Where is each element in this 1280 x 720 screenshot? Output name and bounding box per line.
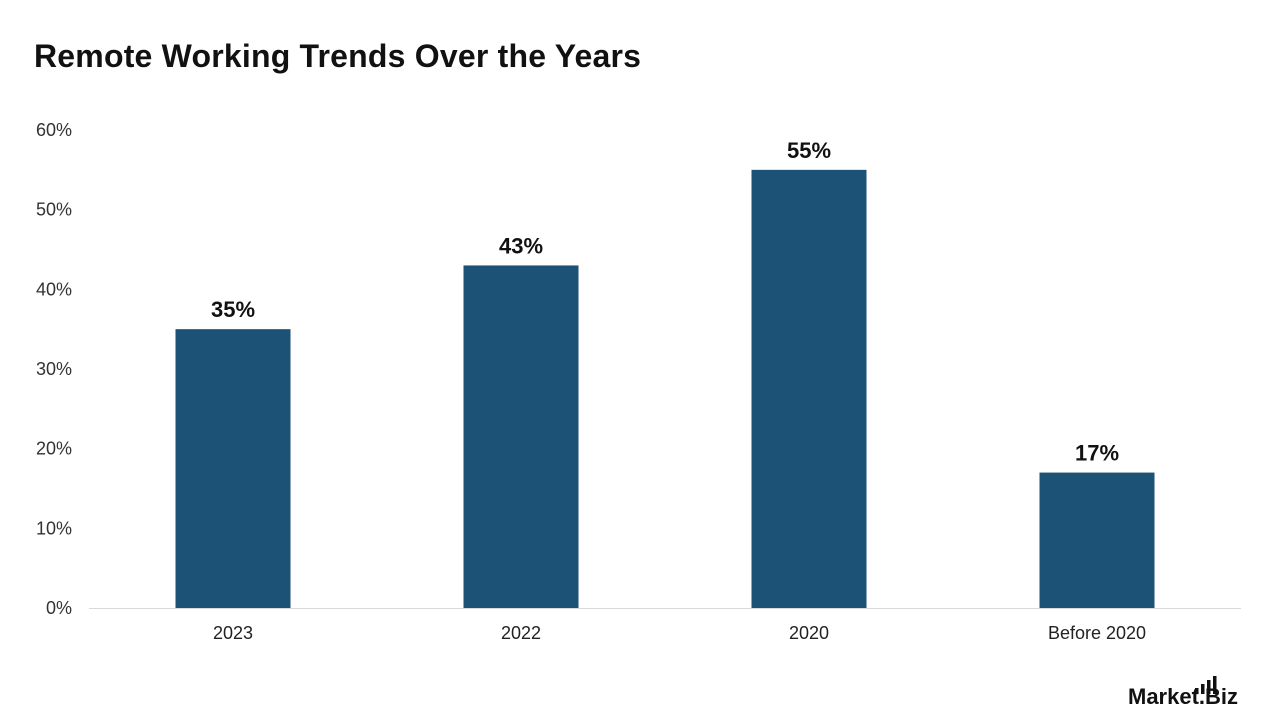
y-tick-label: 40% xyxy=(36,279,72,299)
brand-logo: Market.Biz xyxy=(1128,672,1258,706)
market-biz-logo: Market.Biz xyxy=(1128,676,1238,706)
data-label: 55% xyxy=(787,138,831,163)
bar xyxy=(175,329,291,608)
y-tick-label: 20% xyxy=(36,439,72,459)
x-tick-label: 2023 xyxy=(213,623,253,643)
y-tick-label: 0% xyxy=(46,598,72,618)
x-tick-label: 2020 xyxy=(789,623,829,643)
y-tick-label: 10% xyxy=(36,518,72,538)
chart-title: Remote Working Trends Over the Years xyxy=(34,38,642,74)
data-label: 35% xyxy=(211,297,255,322)
bar xyxy=(751,169,867,609)
x-axis: 2023 2022 2020 Before 2020 xyxy=(213,623,1146,643)
data-label: 17% xyxy=(1075,441,1119,466)
y-axis: 0% 10% 20% 30% 40% 50% 60% xyxy=(36,120,72,618)
y-tick-label: 50% xyxy=(36,200,72,220)
data-label: 43% xyxy=(499,233,543,258)
logo-text: Market.Biz xyxy=(1128,684,1238,706)
x-tick-label: 2022 xyxy=(501,623,541,643)
bar xyxy=(1039,472,1155,608)
y-tick-label: 30% xyxy=(36,359,72,379)
bars-group: 35% 43% 55% 17% xyxy=(175,138,1155,609)
x-tick-label: Before 2020 xyxy=(1048,623,1146,643)
bar xyxy=(463,265,579,608)
y-tick-label: 60% xyxy=(36,120,72,140)
bar-chart-logo-icon xyxy=(1195,676,1217,694)
